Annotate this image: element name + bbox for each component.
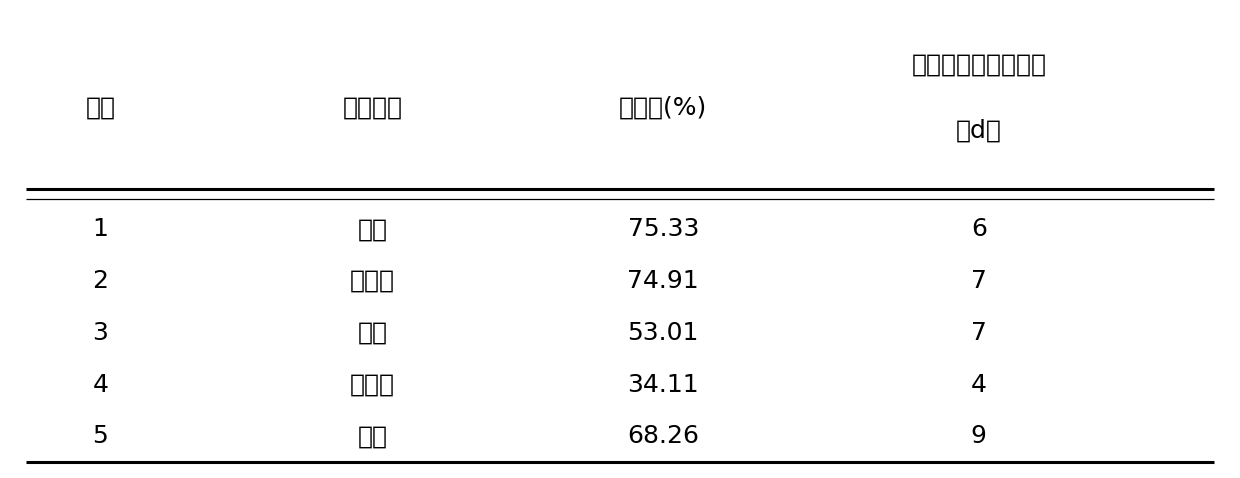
Text: 锯末: 锯末 bbox=[357, 424, 388, 448]
Text: 9: 9 bbox=[971, 424, 987, 448]
Text: 1: 1 bbox=[93, 217, 108, 241]
Text: 7: 7 bbox=[971, 321, 987, 345]
Text: （d）: （d） bbox=[956, 119, 1002, 143]
Text: 6: 6 bbox=[971, 217, 987, 241]
Text: 营养液浇灌间隔天数: 营养液浇灌间隔天数 bbox=[911, 53, 1047, 76]
Text: 泥炭土: 泥炭土 bbox=[350, 269, 396, 293]
Text: 蛭石: 蛭石 bbox=[357, 217, 388, 241]
Text: 4: 4 bbox=[971, 373, 987, 397]
Text: 75.33: 75.33 bbox=[627, 217, 699, 241]
Text: 5: 5 bbox=[93, 424, 108, 448]
Text: 53.01: 53.01 bbox=[627, 321, 699, 345]
Text: 珍珠岩: 珍珠岩 bbox=[350, 373, 396, 397]
Text: 74.91: 74.91 bbox=[627, 269, 699, 293]
Text: 4: 4 bbox=[92, 373, 108, 397]
Text: 2: 2 bbox=[92, 269, 108, 293]
Text: 生根率(%): 生根率(%) bbox=[619, 95, 708, 119]
Text: 3: 3 bbox=[93, 321, 108, 345]
Text: 组别: 组别 bbox=[86, 95, 115, 119]
Text: 基质种类: 基质种类 bbox=[342, 95, 403, 119]
Text: 7: 7 bbox=[971, 269, 987, 293]
Text: 河沙: 河沙 bbox=[357, 321, 388, 345]
Text: 34.11: 34.11 bbox=[627, 373, 699, 397]
Text: 68.26: 68.26 bbox=[627, 424, 699, 448]
